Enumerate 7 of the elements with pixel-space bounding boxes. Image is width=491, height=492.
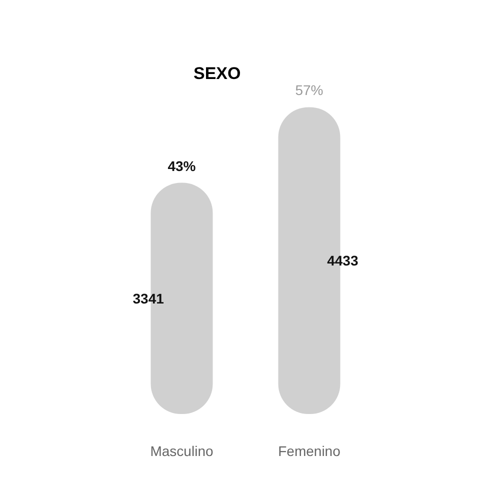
data-label: 4433 [327, 252, 358, 269]
x-tick-label: Femenino [278, 443, 341, 459]
x-tick-label: Masculino [150, 443, 214, 459]
data-label: 3341 [132, 290, 164, 306]
chart-title: SEXO [194, 64, 241, 83]
annotation: 43% [168, 158, 196, 174]
annotation: 57% [295, 82, 324, 98]
